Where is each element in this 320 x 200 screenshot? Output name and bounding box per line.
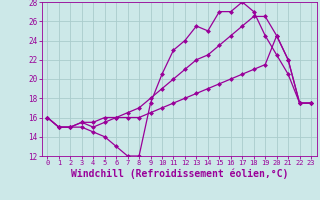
X-axis label: Windchill (Refroidissement éolien,°C): Windchill (Refroidissement éolien,°C): [70, 169, 288, 179]
